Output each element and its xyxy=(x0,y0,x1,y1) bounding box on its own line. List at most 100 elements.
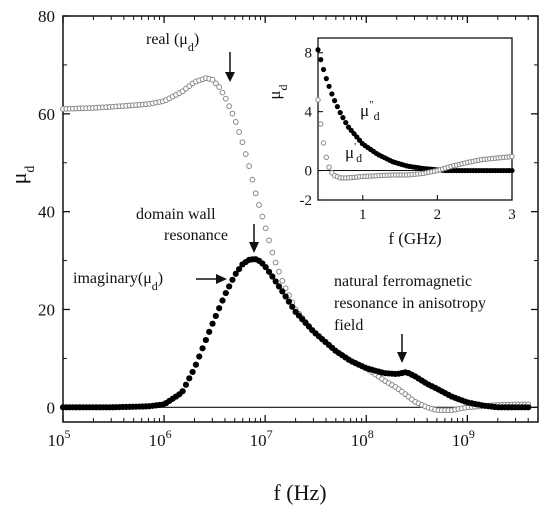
inset-mu-double-prime-point xyxy=(337,110,343,116)
inset-x-axis-title: f (GHz) xyxy=(388,229,441,248)
arrowhead-real xyxy=(225,72,235,82)
annotation-domain-wall: domain wall resonance xyxy=(136,206,259,253)
inset-mu-double-prime-point xyxy=(509,167,515,174)
imaginary-point xyxy=(232,270,239,277)
y-tick-label: 0 xyxy=(47,398,56,417)
x-tick-label: 107 xyxy=(250,427,273,450)
imaginary-point xyxy=(525,404,532,411)
svg-text:natural ferromagnetic: natural ferromagnetic xyxy=(334,273,472,290)
real-point xyxy=(259,213,266,220)
arrowhead-fmr xyxy=(397,352,407,363)
inset-mu-prime-point xyxy=(318,121,324,127)
inset-y-axis-title: μd xyxy=(265,84,290,99)
inset-x-tick-label: 2 xyxy=(434,207,442,223)
imaginary-point xyxy=(186,375,193,382)
inset-mu-prime-point xyxy=(509,153,515,160)
imaginary-point xyxy=(265,268,273,275)
imaginary-point xyxy=(189,368,196,376)
real-point xyxy=(222,95,229,102)
imaginary-point xyxy=(216,305,223,312)
imaginary-point xyxy=(209,320,216,327)
inset-x-tick-label: 3 xyxy=(508,207,516,223)
real-point xyxy=(216,84,223,90)
inset-mu-prime-point xyxy=(326,164,332,170)
real-point xyxy=(246,163,252,169)
svg-text:resonance: resonance xyxy=(164,227,228,244)
inset-mu-double-prime-point xyxy=(343,119,349,126)
imaginary-point xyxy=(275,283,283,290)
imaginary-point xyxy=(212,312,219,320)
real-point xyxy=(252,190,259,197)
imaginary-point xyxy=(262,264,269,271)
annotation-imaginary: imaginary(μd) xyxy=(73,270,227,293)
inset-mu-double-prime-point xyxy=(315,47,321,53)
inset-mu-double-prime-point xyxy=(323,76,329,82)
inset-mu-double-prime-point xyxy=(334,104,340,110)
imaginary-point xyxy=(282,293,289,300)
annotation-fmr: natural ferromagnetic resonance in aniso… xyxy=(334,273,486,363)
inset-y-tick-label: 8 xyxy=(305,46,313,62)
y-tick-label: 60 xyxy=(38,105,55,124)
real-point xyxy=(229,110,236,117)
y-axis-title: μd xyxy=(6,166,38,185)
svg-text:field: field xyxy=(334,317,363,334)
x-axis-title: f (Hz) xyxy=(273,480,326,505)
real-point xyxy=(269,249,276,256)
imaginary-point xyxy=(202,336,209,344)
arrowhead-domain-wall xyxy=(249,242,259,253)
real-series xyxy=(60,75,532,414)
inset-mu-prime-series xyxy=(315,97,515,181)
inset-mu-prime-point xyxy=(323,154,330,161)
real-point xyxy=(236,129,243,135)
inset-mu-double-prime-point xyxy=(340,115,346,121)
inset-y-tick-label: -2 xyxy=(300,193,313,209)
inset-ticks: 1 2 3 -2 0 4 8 xyxy=(300,46,516,223)
main-plot-frame xyxy=(62,15,539,423)
imaginary-point xyxy=(219,297,226,304)
real-point xyxy=(256,202,262,208)
y-tick-label: 40 xyxy=(38,203,55,222)
imaginary-series xyxy=(59,256,532,411)
y-tick-label: 20 xyxy=(38,300,55,319)
real-point xyxy=(262,225,269,232)
x-tick-label: 106 xyxy=(149,427,172,450)
annotation-real: real (μd) xyxy=(146,31,235,82)
imaginary-point xyxy=(285,298,293,305)
imaginary-point xyxy=(222,289,229,297)
inset-y-tick-label: 0 xyxy=(305,164,313,180)
real-point xyxy=(242,151,249,157)
imaginary-point xyxy=(199,345,206,352)
svg-text:imaginary(μd): imaginary(μd) xyxy=(73,270,163,293)
inset-mu-double-prime-point xyxy=(329,91,335,97)
inset-mu-double-prime-point xyxy=(320,66,327,73)
imaginary-point xyxy=(229,276,236,283)
real-point xyxy=(272,259,279,266)
real-point xyxy=(232,119,239,125)
real-point xyxy=(266,237,272,244)
real-point xyxy=(276,268,282,275)
inset-mu-double-prime-point xyxy=(326,83,332,89)
x-tick-label: 105 xyxy=(48,427,71,450)
imaginary-point xyxy=(289,303,296,310)
real-point xyxy=(212,80,219,87)
real-point xyxy=(219,89,226,96)
inset-mu-prime-point xyxy=(315,97,321,103)
real-point xyxy=(279,277,286,284)
arrowhead-imaginary xyxy=(216,274,227,284)
real-point xyxy=(226,103,233,110)
y-tick-label: 80 xyxy=(38,7,55,26)
inset-y-tick-label: 4 xyxy=(305,105,313,121)
inset-mu-prime-point xyxy=(320,140,327,146)
inset-x-tick-label: 1 xyxy=(359,207,367,223)
real-point xyxy=(239,139,246,146)
real-point xyxy=(249,176,256,183)
real-point xyxy=(209,76,216,83)
imaginary-point xyxy=(192,361,200,368)
imaginary-point xyxy=(236,266,243,273)
x-tick-label: 109 xyxy=(452,427,475,450)
svg-text:real (μd): real (μd) xyxy=(146,31,199,54)
svg-text:resonance in anisotropy: resonance in anisotropy xyxy=(334,295,486,312)
imaginary-point xyxy=(196,353,203,360)
